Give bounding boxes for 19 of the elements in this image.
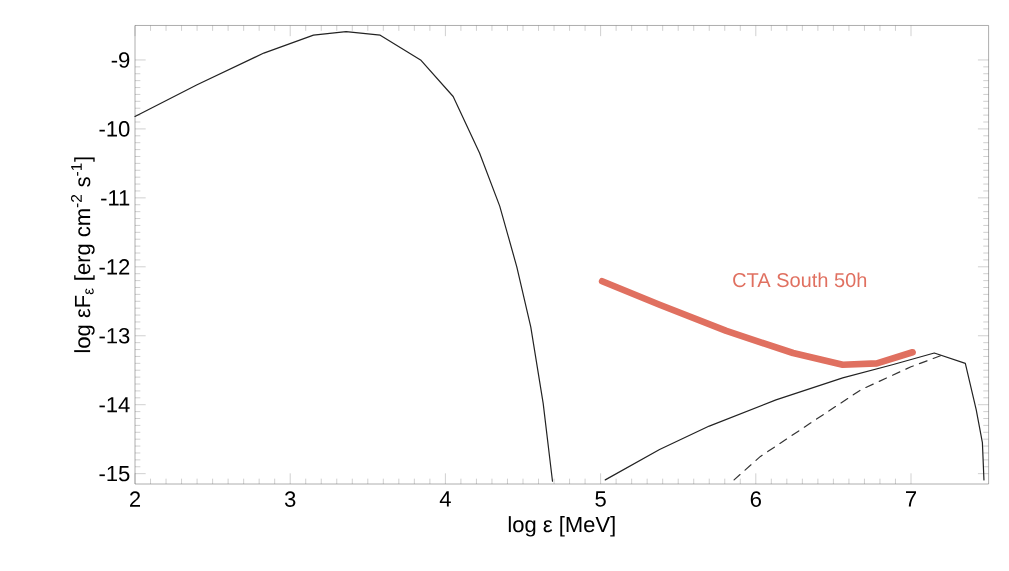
x-tick-label: 6 bbox=[750, 491, 761, 507]
x-tick-label: 5 bbox=[595, 491, 606, 507]
x-tick-label: 2 bbox=[129, 491, 141, 507]
y-tick-label: -13 bbox=[99, 327, 130, 344]
y-tick-label: -9 bbox=[111, 52, 130, 68]
text: CTA South 50h bbox=[733, 272, 867, 288]
y-axis-title: log εF$_{ε}$ [erg cm$^{-2}$ s$^{-1}$] bbox=[71, 157, 95, 353]
x-tick-label: 4 bbox=[439, 491, 451, 507]
y-tick-label: -12 bbox=[99, 259, 130, 275]
line-series bbox=[733, 355, 942, 481]
y-tick-label: -11 bbox=[101, 190, 130, 206]
y-tick-label: -15 bbox=[99, 465, 130, 482]
line-series bbox=[134, 31, 554, 482]
x-tick-label: 3 bbox=[284, 491, 296, 507]
y-tick-label: -10 bbox=[99, 121, 130, 137]
line-series bbox=[604, 352, 985, 481]
y-tick-label: -14 bbox=[99, 397, 130, 413]
x-axis-title: log ε [MeV] bbox=[508, 516, 615, 537]
x-tick-label: 7 bbox=[906, 491, 917, 507]
